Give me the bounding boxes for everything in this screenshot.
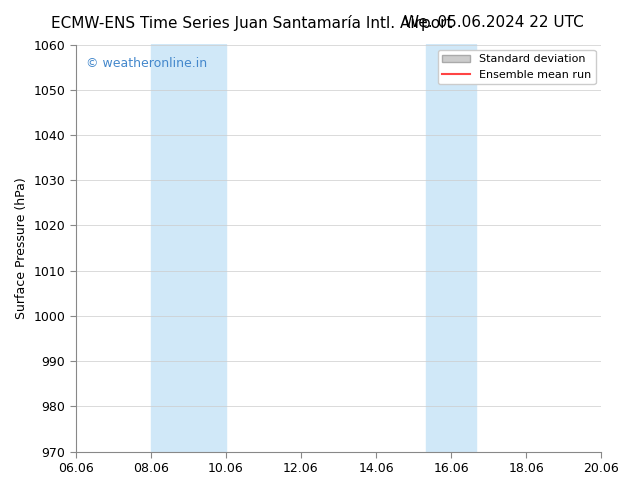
Bar [426, 45, 476, 452]
Text: We. 05.06.2024 22 UTC: We. 05.06.2024 22 UTC [403, 15, 583, 30]
Bar [151, 45, 226, 452]
Text: © weatheronline.in: © weatheronline.in [86, 57, 207, 70]
Text: ECMW-ENS Time Series Juan Santamaría Intl. Airport: ECMW-ENS Time Series Juan Santamaría Int… [51, 15, 452, 31]
Y-axis label: Surface Pressure (hPa): Surface Pressure (hPa) [15, 177, 28, 319]
Legend: Standard deviation, Ensemble mean run: Standard deviation, Ensemble mean run [437, 50, 595, 84]
